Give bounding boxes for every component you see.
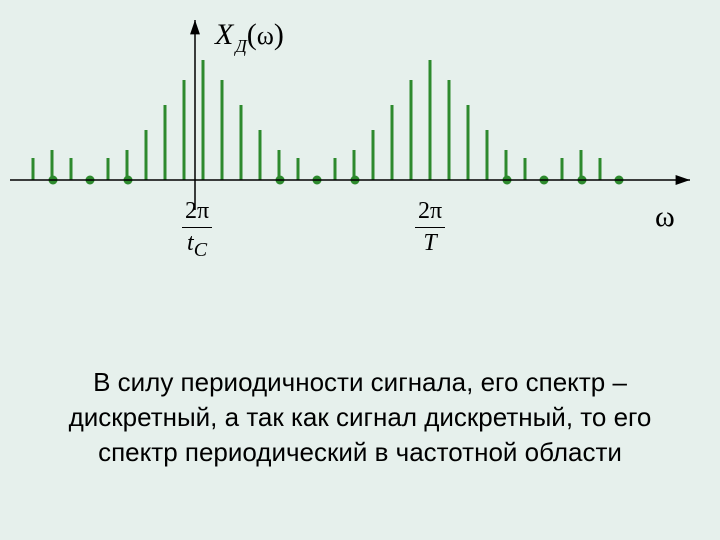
label-sub: Д [235,36,246,56]
label-X: X [215,18,233,51]
frac1-num-2: 2 [185,198,197,224]
frac2-num-pi: π [430,198,442,224]
x-axis-omega-label: ω [655,200,675,234]
frac1-num-pi: π [197,198,209,224]
frac1-den-t: t [187,230,194,256]
label-rpar: ) [274,18,284,51]
label-omega-arg: ω [257,21,274,50]
tick-label-2pi-T: 2π T [415,198,445,257]
frac2-num-2: 2 [418,198,430,224]
frac2-den-T: T [423,230,436,256]
y-axis-function-label: XД(ω) [215,18,284,53]
frac1-den-sub: C [194,239,207,261]
spectrum-chart: XД(ω) ω 2π tC 2π T [0,0,720,330]
spectrum-svg [0,0,720,330]
label-lpar: ( [247,18,257,51]
page-root: XД(ω) ω 2π tC 2π T В силу периодичности … [0,0,720,540]
tick-label-2pi-tc: 2π tC [182,198,212,262]
caption-text: В силу периодичности сигнала, его спектр… [60,365,660,470]
